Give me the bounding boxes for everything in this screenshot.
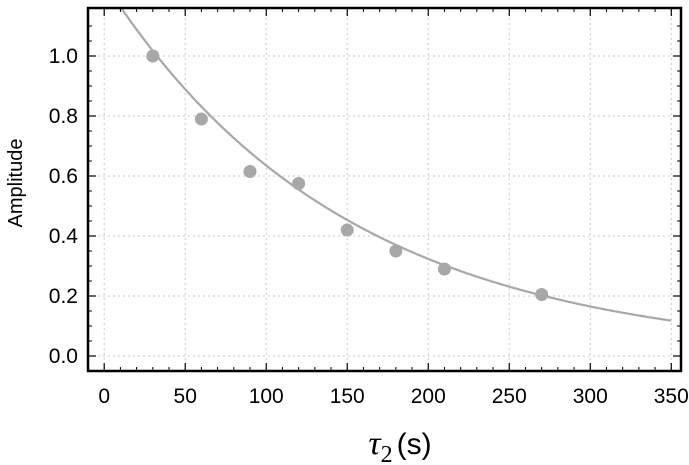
data-point (146, 49, 160, 63)
x-tick-label: 200 (411, 385, 446, 408)
grid (88, 8, 681, 371)
y-tick-label: 0.2 (49, 285, 78, 308)
data-point (389, 244, 403, 258)
fit-curve-layer (107, 8, 672, 322)
y-tick-label: 0.6 (49, 165, 78, 188)
data-points-layer (146, 49, 549, 301)
fit-curve (107, 8, 672, 322)
data-point (243, 165, 257, 178)
data-point (437, 262, 451, 276)
y-tick-label: 1.0 (49, 45, 78, 68)
x-tick-label: 50 (174, 385, 197, 408)
x-axis-label-subscript: 2 (381, 442, 393, 465)
data-point (292, 177, 306, 190)
y-tick-label: 0.4 (49, 225, 79, 248)
plot-border (86, 6, 683, 373)
data-point (340, 223, 354, 237)
x-tick-label: 0 (98, 385, 110, 408)
x-tick-label: 100 (249, 385, 284, 408)
data-point (194, 112, 208, 126)
x-tick-label: 350 (654, 385, 689, 408)
x-axis-label-symbol: τ (368, 425, 382, 462)
x-tick-label: 250 (492, 385, 527, 408)
y-tick-label: 0.0 (49, 345, 78, 368)
y-axis-label: Amplitude (5, 139, 27, 228)
y-tick-label: 0.8 (49, 105, 78, 128)
plot-frame (86, 6, 683, 373)
y-ticks: 0.0 0.2 0.4 0.6 0.8 1.0 (49, 25, 681, 372)
x-axis-label: τ2 (s) (368, 425, 431, 465)
x-axis-label-unit: (s) (397, 428, 432, 461)
x-tick-label: 300 (573, 385, 608, 408)
x-ticks: 0 50 100 150 200 250 300 350 (87, 8, 689, 408)
x-tick-label: 150 (330, 385, 365, 408)
data-point (535, 288, 549, 301)
